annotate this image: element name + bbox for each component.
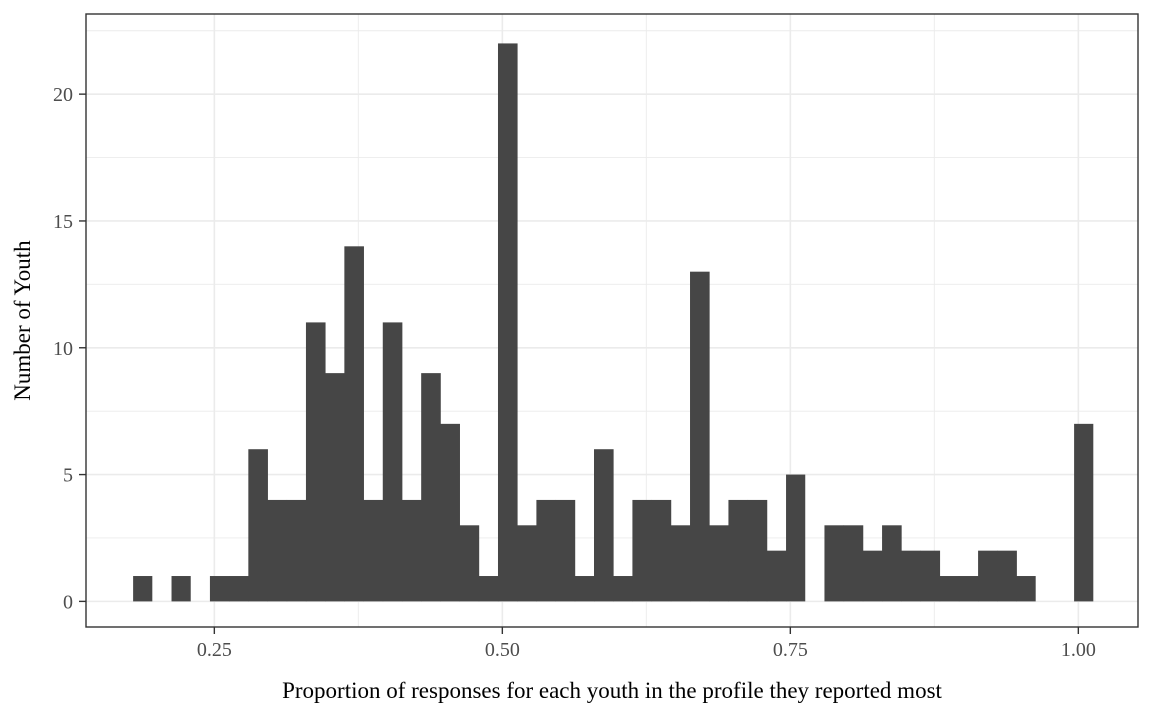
y-tick-label: 10 — [53, 338, 73, 360]
histogram-bar — [459, 525, 480, 602]
histogram-bar — [401, 499, 422, 602]
histogram-bar — [997, 550, 1017, 602]
histogram-bar — [824, 525, 845, 602]
histogram-bar — [958, 576, 979, 602]
histogram-bar — [325, 373, 345, 602]
histogram-bar — [939, 576, 960, 602]
histogram-bar — [363, 499, 384, 602]
histogram-bar — [248, 449, 268, 602]
y-tick-label: 5 — [63, 465, 73, 487]
histogram-bar — [517, 525, 537, 602]
x-tick-label: 0.50 — [485, 639, 520, 661]
y-axis-title: Number of Youth — [10, 240, 35, 401]
histogram-bar — [882, 525, 902, 602]
histogram-bar — [670, 525, 691, 602]
histogram-bar — [267, 499, 288, 602]
histogram-bar — [421, 373, 441, 602]
histogram-bar — [632, 499, 653, 602]
histogram-bar — [536, 499, 556, 602]
histogram-bar — [497, 43, 518, 602]
histogram-bar — [478, 576, 499, 602]
x-tick-label: 0.25 — [197, 639, 232, 661]
histogram-bar — [286, 499, 307, 602]
histogram-bar — [382, 322, 403, 602]
histogram-bar — [1074, 423, 1094, 602]
histogram-bar — [305, 322, 326, 602]
histogram-bar — [766, 550, 787, 602]
histogram-bar — [1016, 576, 1036, 602]
histogram-bar — [209, 576, 230, 602]
histogram-bar — [862, 550, 883, 602]
x-tick-label: 1.00 — [1061, 639, 1096, 661]
x-tick-label: 0.75 — [773, 639, 808, 661]
histogram-bar — [901, 550, 921, 602]
histogram-bar — [229, 576, 249, 602]
x-axis-title: Proportion of responses for each youth i… — [282, 678, 942, 703]
y-tick-label: 15 — [53, 211, 73, 233]
histogram-bar — [344, 246, 364, 602]
histogram-bar — [171, 576, 191, 602]
histogram-bar — [920, 550, 941, 602]
y-tick-label: 0 — [63, 591, 73, 613]
histogram-bar — [440, 423, 460, 602]
histogram-bar — [709, 525, 729, 602]
histogram-bar — [133, 576, 153, 602]
histogram-bar — [651, 499, 672, 602]
histogram-bar — [613, 576, 633, 602]
y-tick-label: 20 — [53, 84, 73, 106]
histogram-bar — [594, 449, 614, 602]
histogram-bar — [786, 474, 806, 602]
histogram-bar — [574, 576, 595, 602]
histogram-bar — [978, 550, 998, 602]
panel-border — [85, 13, 1139, 628]
histogram-bar — [555, 499, 576, 602]
histogram-bar — [747, 499, 768, 602]
histogram-bar — [843, 525, 864, 602]
histogram-bar — [690, 271, 710, 602]
histogram-bar — [728, 499, 749, 602]
